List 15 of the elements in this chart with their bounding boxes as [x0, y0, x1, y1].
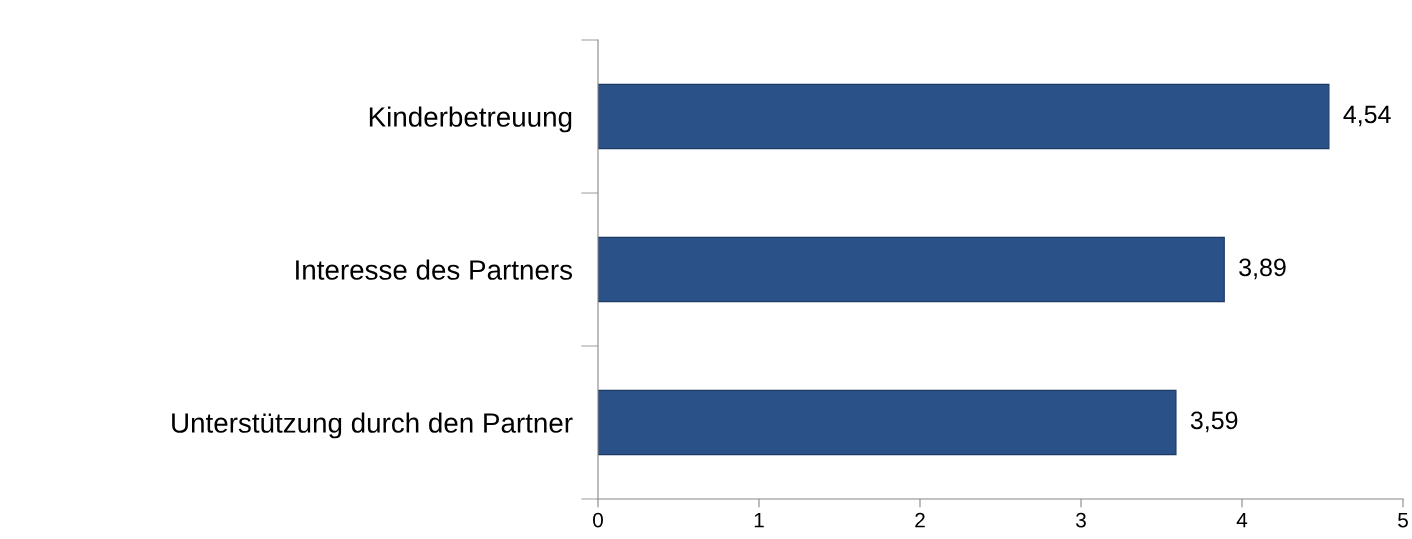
- x-tick-label: 2: [915, 512, 925, 528]
- bar: [598, 236, 1225, 303]
- bar: [598, 83, 1330, 150]
- x-tick-label: 3: [1076, 512, 1086, 528]
- data-label: 3,89: [1239, 258, 1286, 280]
- bar: [598, 389, 1177, 456]
- data-label: 3,59: [1190, 411, 1238, 433]
- x-tick-label: 1: [754, 512, 764, 528]
- y-tick-label: Interesse des Partners: [296, 259, 573, 280]
- data-label: 4,54: [1343, 105, 1391, 127]
- y-tick-label: Unterstützung durch den Partner: [172, 412, 573, 439]
- y-tick-label: Kinderbetreuung: [369, 106, 572, 133]
- x-tick-label: 4: [1236, 512, 1248, 528]
- x-tick-label: 0: [593, 512, 603, 528]
- x-tick-label: 5: [1398, 512, 1408, 528]
